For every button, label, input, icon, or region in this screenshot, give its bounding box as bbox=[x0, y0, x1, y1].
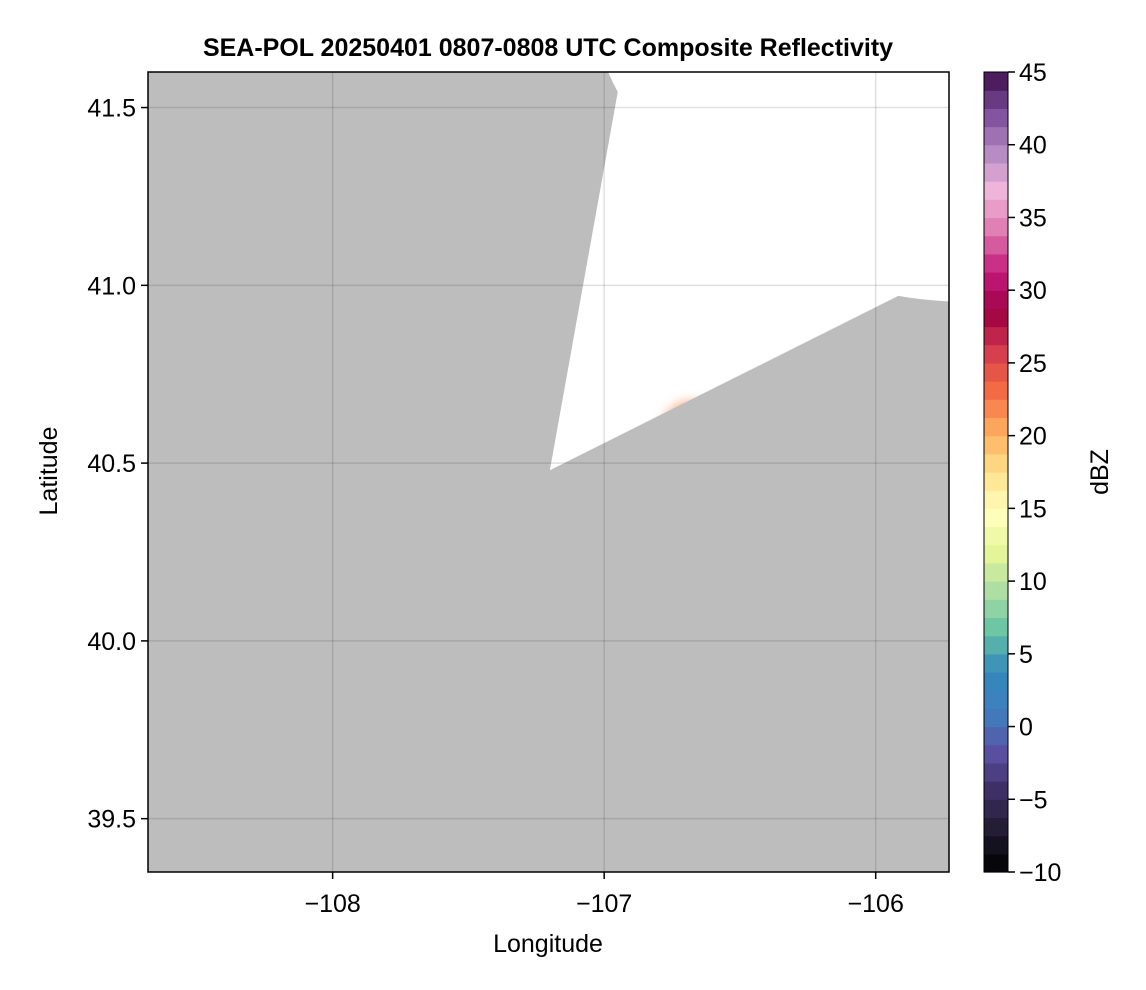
gridlines bbox=[148, 72, 949, 872]
colorbar-segment bbox=[984, 817, 1008, 837]
colorbar-tick-label: 20 bbox=[1019, 423, 1047, 451]
colorbar-segment bbox=[984, 726, 1008, 746]
colorbar-segment bbox=[984, 635, 1008, 655]
colorbar-segment bbox=[984, 690, 1008, 709]
colorbar-segment bbox=[984, 599, 1008, 619]
colorbar-segment bbox=[984, 672, 1008, 691]
plot-area bbox=[148, 72, 949, 872]
colorbar-segment bbox=[984, 162, 1008, 182]
y-tick-label: 41.5 bbox=[87, 95, 136, 123]
colorbar-tick-label: 5 bbox=[1019, 641, 1033, 669]
colorbar-segment bbox=[984, 617, 1008, 637]
colorbar-segment bbox=[984, 708, 1008, 728]
y-tick-label: 41.0 bbox=[87, 272, 136, 300]
colorbar-segment bbox=[984, 508, 1008, 528]
y-axis-label: Latitude bbox=[35, 427, 63, 516]
colorbar-tick-label: 10 bbox=[1019, 568, 1047, 596]
x-tick-label: −108 bbox=[304, 890, 360, 918]
colorbar-segment bbox=[984, 435, 1008, 455]
colorbar-segment bbox=[984, 235, 1008, 255]
colorbar-tick-label: 30 bbox=[1019, 277, 1047, 305]
colorbar-tick-label: −5 bbox=[1019, 786, 1048, 814]
colorbar-segment bbox=[984, 762, 1008, 782]
colorbar-segment bbox=[984, 253, 1008, 273]
colorbar-segment bbox=[984, 344, 1008, 364]
colorbar-segment bbox=[984, 290, 1008, 309]
colorbar-segment bbox=[984, 272, 1008, 291]
colorbar-segment bbox=[984, 72, 1008, 91]
colorbar-segment bbox=[984, 308, 1008, 328]
x-tick-label: −107 bbox=[576, 890, 632, 918]
colorbar-segment bbox=[984, 453, 1008, 473]
x-axis: −108 −107 −106 bbox=[304, 872, 904, 918]
colorbar-segment bbox=[984, 835, 1008, 855]
colorbar-tick-label: −10 bbox=[1019, 859, 1061, 887]
colorbar-segment bbox=[984, 362, 1008, 382]
colorbar-segment bbox=[984, 744, 1008, 764]
colorbar-segment bbox=[984, 562, 1008, 582]
colorbar-segment bbox=[984, 781, 1008, 800]
colorbar-segment bbox=[984, 90, 1008, 109]
colorbar-tick-label: 0 bbox=[1019, 714, 1033, 742]
plot-frame bbox=[147, 71, 950, 873]
colorbar-segment bbox=[984, 108, 1008, 128]
colorbar-segment bbox=[984, 399, 1008, 419]
radar-coverage bbox=[549, 72, 949, 471]
colorbar-segment bbox=[984, 126, 1008, 146]
colorbar-segment bbox=[984, 181, 1008, 200]
y-tick-label: 40.5 bbox=[87, 450, 136, 478]
colorbar-segment bbox=[984, 490, 1008, 509]
colorbar-segment bbox=[984, 853, 1008, 873]
colorbar: −10 −5 0 5 10 15 20 25 30 35 40 45 bbox=[983, 59, 1061, 887]
colorbar-segment bbox=[984, 381, 1008, 400]
colorbar-tick-label: 45 bbox=[1019, 59, 1047, 87]
colorbar-segment bbox=[984, 799, 1008, 819]
colorbar-segment bbox=[984, 581, 1008, 600]
y-tick-label: 40.0 bbox=[87, 628, 136, 656]
colorbar-segment bbox=[984, 217, 1008, 237]
y-tick-label: 39.5 bbox=[87, 806, 136, 834]
x-axis-label: Longitude bbox=[493, 930, 603, 958]
colorbar-segment bbox=[984, 144, 1008, 164]
colorbar-segment bbox=[984, 544, 1008, 564]
colorbar-segment bbox=[984, 472, 1008, 491]
colorbar-segment bbox=[984, 526, 1008, 546]
colorbar-segment bbox=[984, 326, 1008, 346]
colorbar-tick-label: 15 bbox=[1019, 495, 1047, 523]
colorbar-tick-label: 35 bbox=[1019, 204, 1047, 232]
colorbar-frame bbox=[983, 71, 1009, 873]
colorbar-segment bbox=[984, 653, 1008, 673]
colorbar-tick-label: 40 bbox=[1019, 132, 1047, 160]
colorbar-tick-label: 25 bbox=[1019, 350, 1047, 378]
x-tick-label: −106 bbox=[848, 890, 904, 918]
y-axis: 39.5 40.0 40.5 41.0 41.5 bbox=[87, 95, 148, 834]
colorbar-label: dBZ bbox=[1086, 449, 1114, 495]
colorbar-segment bbox=[984, 199, 1008, 219]
chart-title: SEA-POL 20250401 0807-0808 UTC Composite… bbox=[203, 34, 893, 62]
colorbar-segment bbox=[984, 417, 1008, 437]
